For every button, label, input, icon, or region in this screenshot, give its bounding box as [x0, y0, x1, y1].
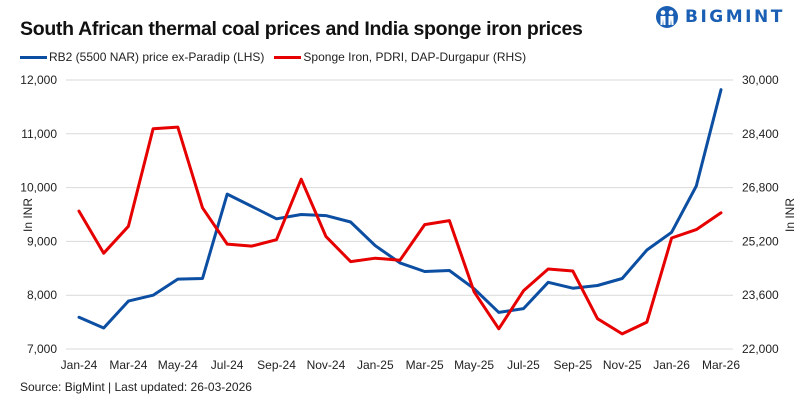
series-line-sponge-iron [77, 125, 723, 336]
y-left-tick-label: 7,000 [27, 342, 57, 356]
legend-label-rb2: RB2 (5500 NAR) price ex-Paradip (LHS) [49, 50, 265, 64]
y-left-tick-label: 11,000 [21, 127, 57, 141]
y-left-tick-label: 10,000 [20, 181, 57, 195]
legend-swatch-sponge-iron [274, 55, 302, 59]
y-left-tick-label: 9,000 [27, 234, 57, 248]
x-tick-label: Jan-25 [357, 358, 394, 372]
y-right-tick-label: 30,000 [742, 73, 779, 87]
x-tick-label: May-24 [158, 358, 198, 372]
source-note: Source: BigMint | Last updated: 26-03-20… [20, 380, 252, 394]
logo-text: BIGMINT [685, 7, 785, 27]
y-left-tick-label: 8,000 [27, 288, 57, 302]
legend-swatch-rb2 [20, 55, 47, 59]
y-axis-right-title: In INR [783, 198, 797, 232]
x-tick-label: Jul-25 [507, 358, 540, 372]
chart-legend: RB2 (5500 NAR) price ex-Paradip (LHS) Sp… [20, 50, 536, 64]
x-tick-label: May-25 [454, 358, 494, 372]
x-tick-label: Jan-24 [61, 358, 98, 372]
y-right-tick-label: 28,400 [742, 127, 779, 141]
x-tick-label: Mar-24 [109, 358, 147, 372]
legend-item-sponge-iron[interactable]: Sponge Iron, PDRI, DAP-Durgapur (RHS) [274, 50, 526, 64]
y-right-tick-label: 26,800 [742, 181, 779, 195]
series-line-rb2 [77, 88, 723, 330]
x-tick-label: Jul-24 [211, 358, 244, 372]
y-right-tick-label: 23,600 [742, 288, 779, 302]
y-axis-left: 7,000 8,000 9,000 10,000 11,000 12,000 [20, 73, 57, 356]
gridlines [66, 79, 733, 350]
legend-label-sponge-iron: Sponge Iron, PDRI, DAP-Durgapur (RHS) [303, 50, 527, 64]
x-tick-label: Sep-24 [257, 358, 296, 372]
x-tick-label: Jan-26 [653, 358, 690, 372]
legend-item-rb2[interactable]: RB2 (5500 NAR) price ex-Paradip (LHS) [20, 50, 264, 64]
y-right-tick-label: 22,000 [742, 342, 779, 356]
y-axis-right: 22,000 23,600 25,200 26,800 28,400 30,000 [742, 73, 779, 356]
chart-title: South African thermal coal prices and In… [20, 18, 583, 40]
x-tick-label: Mar-26 [702, 358, 740, 372]
x-tick-label: Nov-25 [603, 358, 642, 372]
bigmint-logo: BIGMINT [655, 5, 785, 29]
x-tick-label: Nov-24 [307, 358, 346, 372]
y-axis-left-title: In INR [21, 198, 35, 232]
x-tick-label: Mar-25 [406, 358, 444, 372]
x-axis: Jan-24 Mar-24 May-24 Jul-24 Sep-24 Nov-24 Jan-… [61, 358, 741, 372]
bigmint-logo-icon [656, 6, 678, 28]
y-right-tick-label: 25,200 [742, 234, 779, 248]
series-lines [77, 88, 723, 336]
y-left-tick-label: 12,000 [20, 73, 57, 87]
x-tick-label: Sep-25 [553, 358, 592, 372]
